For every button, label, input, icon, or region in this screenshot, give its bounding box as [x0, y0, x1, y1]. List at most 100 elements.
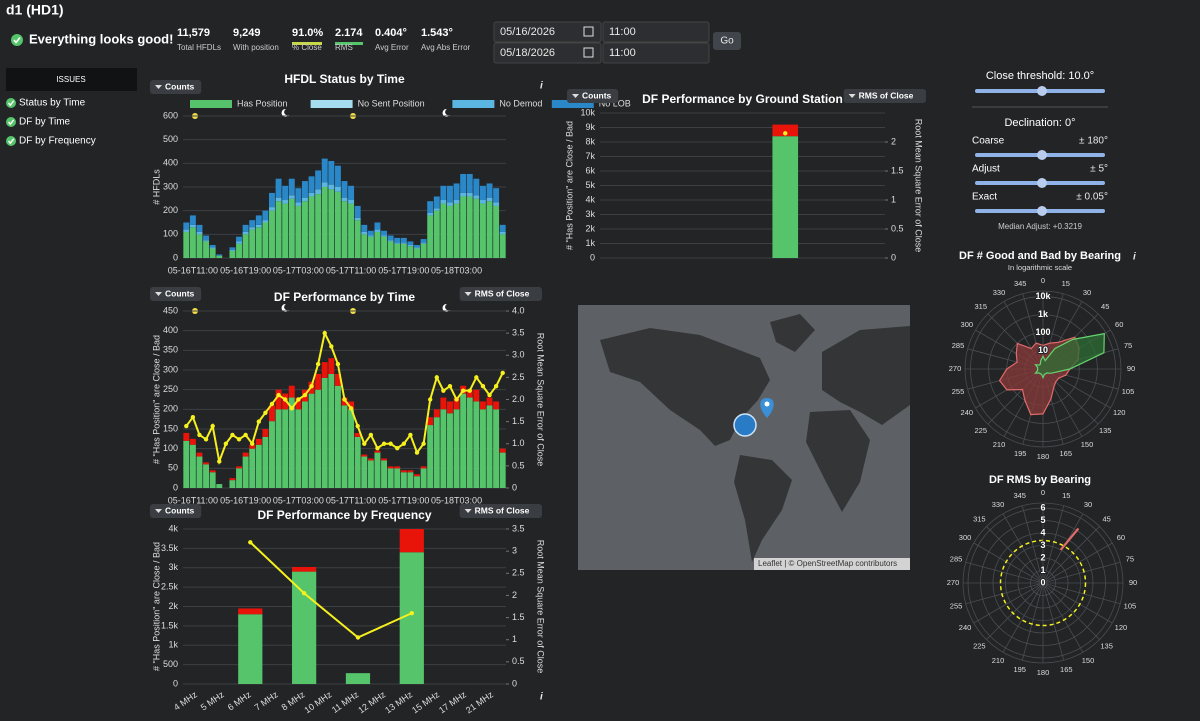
end-time-input[interactable]	[602, 42, 710, 64]
dropdown-button[interactable]	[150, 504, 202, 518]
bar	[460, 192, 467, 197]
bar	[367, 460, 374, 488]
y2-axis-title: Root Mean Square Error of Close	[536, 540, 546, 674]
bar	[292, 571, 317, 684]
line-point	[480, 384, 486, 389]
calendar-icon[interactable]	[583, 26, 594, 37]
caret	[155, 292, 162, 296]
go-button[interactable]	[713, 32, 741, 50]
theta-label: 255	[952, 387, 965, 396]
bar	[341, 197, 348, 202]
dropdown-button[interactable]	[459, 504, 542, 518]
bar	[427, 425, 434, 488]
y-axis-title: # HFDLs	[151, 169, 161, 205]
chart-title: DF Performance by Frequency	[257, 508, 431, 522]
start-date-input[interactable]	[493, 21, 602, 43]
x-tick-label: 05-17T11:00	[326, 495, 376, 505]
y2-axis-title: Root Mean Square Error of Close	[914, 119, 924, 253]
bar	[282, 409, 289, 488]
nav-item[interactable]: DF by Frequency	[19, 136, 96, 147]
theta-label: 60	[1117, 533, 1125, 542]
y-tick-label: 50	[168, 463, 178, 473]
y2-tick-label: 0.5	[512, 656, 525, 666]
x-tick-label: 05-17T19:00	[378, 265, 429, 275]
nav-item[interactable]: DF by Time	[19, 117, 71, 128]
line-point	[243, 432, 248, 438]
line-point	[381, 441, 387, 446]
map[interactable]: Leaflet | © OpenStreetMap contributors	[578, 305, 910, 570]
start-time-input[interactable]	[602, 21, 710, 43]
bar	[374, 231, 381, 258]
legend-label[interactable]: No Demod	[499, 98, 542, 108]
end-date-input[interactable]	[493, 42, 602, 64]
attribution[interactable]: Leaflet | © OpenStreetMap contributors	[758, 559, 897, 568]
r-grid	[1017, 557, 1069, 609]
bar	[381, 230, 388, 236]
bar	[479, 185, 486, 201]
line-point	[414, 450, 420, 455]
info-icon[interactable]: i	[540, 81, 543, 92]
dropdown-button[interactable]	[150, 80, 202, 94]
info-icon[interactable]: i	[540, 692, 543, 703]
bar	[486, 397, 493, 406]
caret	[155, 509, 162, 513]
bar	[348, 185, 355, 201]
dropdown-button[interactable]	[150, 287, 202, 301]
bar	[447, 185, 453, 203]
legend-label[interactable]: No LOB	[599, 98, 631, 108]
slider-knob[interactable]	[1037, 178, 1047, 188]
x-tick-label: 05-17T03:00	[273, 265, 324, 275]
bar	[209, 248, 216, 258]
info-icon[interactable]: i	[1133, 252, 1136, 263]
x-tick-label: 21 MHz	[464, 689, 496, 715]
page-title: d1 (HD1)	[6, 2, 64, 18]
legend-label[interactable]: Has Position	[237, 98, 288, 108]
bar	[374, 450, 381, 453]
calendar-icon[interactable]	[583, 47, 594, 58]
bar	[361, 454, 368, 457]
bar	[440, 203, 447, 258]
dropdown-button[interactable]	[459, 287, 542, 301]
map-marker[interactable]	[760, 398, 774, 418]
nav-item[interactable]: Status by Time	[19, 98, 86, 109]
r-grid	[970, 296, 1116, 442]
dropdown-button[interactable]	[843, 89, 926, 103]
slider-knob[interactable]	[1037, 86, 1047, 96]
y-tick-label: 500	[163, 659, 178, 669]
theta-label: 315	[973, 514, 986, 523]
slider-label: Coarse	[972, 136, 1005, 147]
line-point	[263, 410, 268, 415]
line-point	[309, 384, 314, 389]
bar	[328, 373, 335, 488]
bar	[486, 405, 493, 488]
bar	[229, 480, 236, 488]
slider-knob[interactable]	[1037, 206, 1047, 216]
bar	[255, 215, 262, 225]
theta-label: 150	[1082, 656, 1095, 665]
bar	[301, 181, 308, 198]
y-tick-label: 5k	[585, 180, 595, 190]
bar	[315, 189, 322, 195]
slider-knob[interactable]	[1037, 150, 1047, 160]
theta-label: 270	[947, 578, 960, 587]
y-tick-label: 500	[163, 134, 178, 144]
station-icon[interactable]	[733, 413, 757, 437]
theta-label: 210	[992, 656, 1005, 665]
line-point	[329, 344, 334, 349]
stat-label: Total HFDLs	[177, 43, 221, 52]
legend-label[interactable]: No Sent Position	[358, 98, 425, 108]
dropdown-button[interactable]	[567, 89, 619, 103]
check	[13, 37, 21, 44]
end-time: 11:00	[609, 47, 636, 59]
bar	[183, 222, 190, 230]
bar	[275, 197, 282, 202]
y2-tick-label: 0.5	[891, 223, 904, 233]
land	[822, 326, 910, 425]
y2-axis-title: Root Mean Square Error of Close	[536, 333, 546, 467]
theta-label: 105	[1122, 387, 1135, 396]
bar	[321, 158, 328, 183]
line-point	[190, 415, 196, 420]
bar	[209, 247, 216, 249]
bar	[367, 236, 374, 258]
bar	[367, 235, 374, 237]
